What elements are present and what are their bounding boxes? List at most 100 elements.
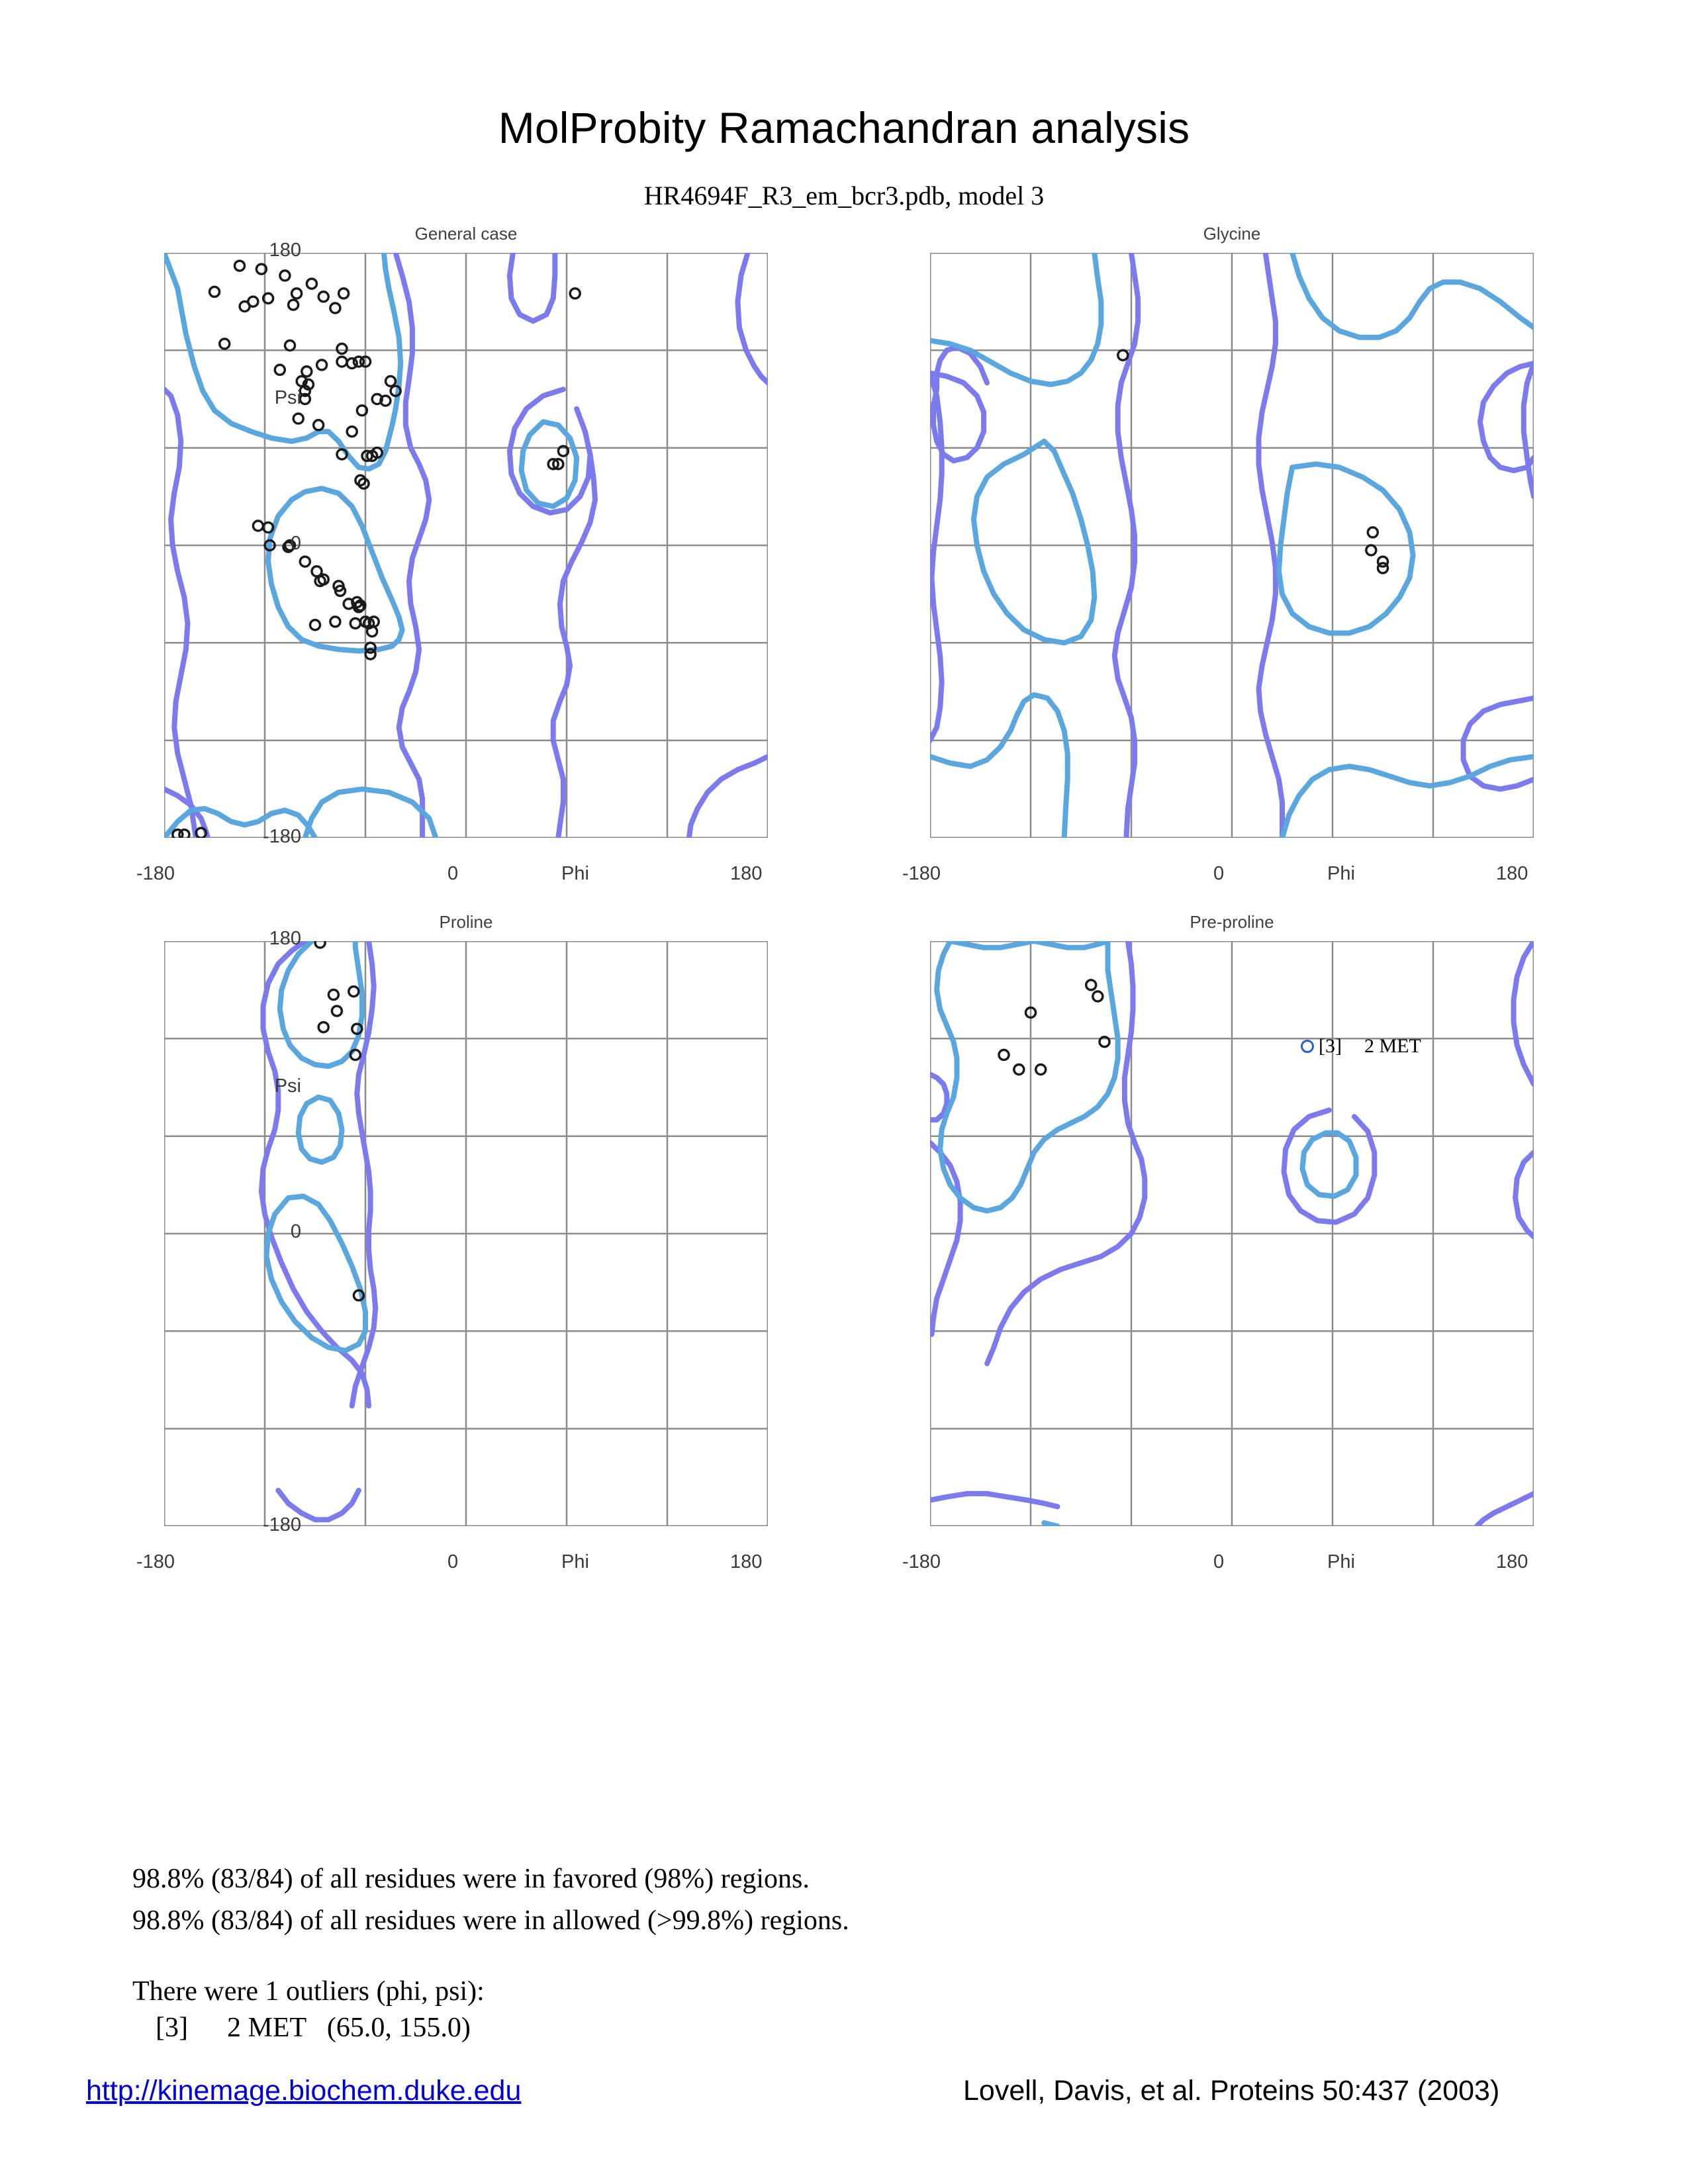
residue-point xyxy=(208,285,221,298)
data-points xyxy=(998,979,1111,1076)
plot-area[interactable] xyxy=(164,253,768,838)
page-title: MolProbity Ramachandran analysis xyxy=(498,103,1190,152)
x-axis-tick-max: 180 xyxy=(1496,863,1528,884)
favored-contour xyxy=(164,253,580,838)
residue-point xyxy=(252,520,265,532)
x-axis-tick-zero: 0 xyxy=(1213,1551,1225,1572)
residue-point xyxy=(287,298,300,311)
residue-point xyxy=(315,359,328,371)
residue-point xyxy=(354,599,367,612)
residue-point xyxy=(301,365,313,378)
residue-point xyxy=(238,300,251,313)
residue-point xyxy=(349,1048,362,1062)
stat-allowed-regions: 98.8% (83/84) of all residues were in al… xyxy=(132,1905,849,1936)
x-axis-tick-min: -180 xyxy=(902,863,941,884)
residue-point xyxy=(569,287,581,300)
ramachandran-svg xyxy=(930,941,1534,1526)
residue-point xyxy=(273,363,287,377)
residue-point xyxy=(389,385,402,397)
residue-point xyxy=(357,477,370,490)
residue-point xyxy=(547,457,559,471)
ramachandran-svg xyxy=(930,253,1534,838)
residue-point xyxy=(171,828,184,838)
residue-point xyxy=(334,584,347,598)
citation-text: Lovell, Davis, et al. Proteins 50:437 (2… xyxy=(963,2075,1500,2107)
open-circle-icon xyxy=(1301,1040,1314,1053)
residue-point xyxy=(218,338,231,350)
residue-point xyxy=(1084,979,1098,991)
residue-point xyxy=(314,574,326,588)
residue-point xyxy=(384,375,397,388)
residue-point xyxy=(283,539,297,552)
x-axis-tick-min: -180 xyxy=(136,1551,175,1572)
plot-title: Glycine xyxy=(1203,224,1261,244)
stat-favored-regions: 98.8% (83/84) of all residues were in fa… xyxy=(132,1864,810,1894)
y-axis-tick-zero: 0 xyxy=(290,533,301,554)
data-points xyxy=(1117,349,1389,574)
kinemage-link[interactable]: http://kinemage.biochem.duke.edu xyxy=(86,2075,522,2107)
residue-point xyxy=(352,1289,365,1302)
plot-area[interactable] xyxy=(164,941,768,1526)
residue-point xyxy=(312,419,325,432)
residue-point xyxy=(349,617,362,630)
residue-point xyxy=(346,357,358,370)
residue-point xyxy=(283,339,297,352)
residue-point xyxy=(336,342,348,355)
residue-point xyxy=(364,641,377,654)
grid-lines xyxy=(930,941,1534,1526)
x-axis-label: Phi xyxy=(1327,863,1355,884)
x-axis-tick-max: 180 xyxy=(1496,1551,1528,1572)
legend-outlier-id: [3] xyxy=(1319,1035,1342,1057)
residue-point xyxy=(305,277,318,290)
x-axis-tick-zero: 0 xyxy=(447,863,459,884)
residue-point xyxy=(1098,1035,1111,1048)
y-axis-tick-max: 180 xyxy=(269,928,301,949)
residue-point xyxy=(282,541,295,553)
plot-area[interactable] xyxy=(930,941,1534,1526)
data-points xyxy=(314,941,365,1302)
residue-point xyxy=(1366,526,1380,539)
residue-point xyxy=(329,615,342,628)
residue-point xyxy=(317,291,330,303)
residue-point xyxy=(365,625,379,638)
x-axis-tick-min: -180 xyxy=(136,863,175,884)
outlier-id: [3] xyxy=(156,2013,188,2043)
outliers-header: There were 1 outliers (phi, psi): xyxy=(132,1976,485,2007)
favored-contour xyxy=(930,253,1534,838)
residue-point xyxy=(998,1048,1010,1062)
ramachandran-svg xyxy=(164,941,768,1526)
residue-point xyxy=(263,539,276,552)
x-axis-tick-max: 180 xyxy=(730,1551,763,1572)
residue-point xyxy=(302,378,315,391)
residue-point xyxy=(329,302,342,314)
x-axis-tick-zero: 0 xyxy=(447,1551,459,1572)
plot-area[interactable] xyxy=(930,253,1534,838)
plot-title: Pre-proline xyxy=(1190,912,1274,932)
residue-point xyxy=(352,355,365,368)
residue-point xyxy=(279,269,291,282)
y-axis-tick-min: -180 xyxy=(262,1514,301,1535)
allowed-contour xyxy=(164,253,768,838)
y-axis-label: Psi xyxy=(274,1075,301,1097)
residue-point xyxy=(327,988,340,1001)
residue-point xyxy=(359,355,372,368)
data-points xyxy=(171,259,581,838)
grid-lines xyxy=(164,253,768,838)
x-axis-tick-max: 180 xyxy=(730,863,763,884)
plot-title: Proline xyxy=(439,912,493,932)
residue-point xyxy=(379,394,392,407)
residue-point xyxy=(351,1023,363,1035)
residue-point xyxy=(317,1021,330,1034)
residue-point xyxy=(295,375,308,388)
x-axis-label: Phi xyxy=(1327,1551,1355,1572)
residue-point xyxy=(178,828,191,838)
outlier-residue: 2 MET xyxy=(226,2013,306,2043)
residue-point xyxy=(195,827,207,838)
residue-point xyxy=(346,425,358,438)
x-axis-tick-min: -180 xyxy=(902,1551,941,1572)
residue-point xyxy=(1117,349,1129,361)
allowed-contour xyxy=(930,941,1534,1526)
residue-point xyxy=(557,445,570,457)
residue-point xyxy=(290,287,303,300)
residue-point xyxy=(355,404,369,417)
